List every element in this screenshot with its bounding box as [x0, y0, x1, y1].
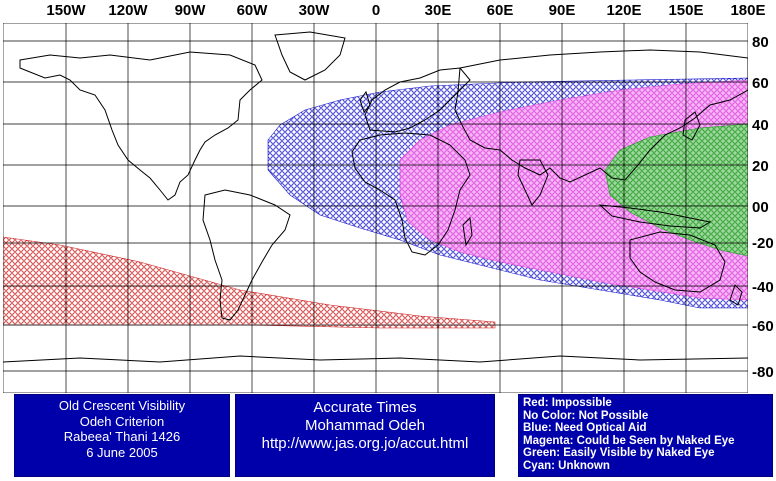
india-outline — [517, 159, 549, 206]
legend-cyan: Cyan: Unknown — [523, 459, 610, 472]
zone-impossible-red — [3, 236, 496, 329]
title-line-2: Odeh Criterion — [79, 413, 165, 429]
lat-label-80: 80 — [752, 34, 769, 51]
lat-label-20: 20 — [752, 158, 769, 175]
legend-green: Green: Easily Visible by Naked Eye — [523, 447, 715, 459]
lon-label-180e: 180E — [730, 2, 765, 19]
lon-label-150e: 150E — [668, 2, 703, 19]
credits-url: http://www.jas.org.jo/accut.html — [261, 435, 469, 452]
title-line-4: 6 June 2005 — [86, 444, 158, 460]
legend-none: No Color: Not Possible — [523, 409, 649, 422]
lon-label-0: 0 — [372, 2, 380, 19]
lon-label-60w: 60W — [237, 2, 269, 19]
legend-magenta: Magenta: Could be Seen by Naked Eye — [523, 434, 735, 447]
lon-label-150w: 150W — [46, 2, 86, 19]
lat-label-minus20: -20 — [752, 235, 774, 252]
lat-label-40: 40 — [752, 117, 769, 134]
north-america-outline — [19, 51, 263, 201]
info-box-credits: Accurate Times Mohammad Odeh http://www.… — [235, 394, 495, 477]
japan-outline — [682, 111, 701, 141]
uk-outline — [359, 90, 371, 113]
credits-line-1: Accurate Times — [313, 399, 417, 416]
longitude-labels: 150W 120W 90W 60W 30W 0 30E 60E 90E 120E… — [46, 2, 765, 19]
coastlines — [3, 31, 748, 363]
graticule — [3, 23, 748, 393]
zone-easily-visible-green — [604, 123, 748, 257]
asia-outline — [454, 49, 748, 183]
indonesia-outline — [598, 204, 712, 229]
lat-label-minus60: -60 — [752, 318, 774, 335]
title-line-1: Old Crescent Visibility — [58, 398, 186, 413]
madagascar-outline — [462, 216, 473, 247]
lon-label-90e: 90E — [549, 2, 576, 19]
new-zealand-outline — [729, 284, 743, 306]
lat-label-60: 60 — [752, 75, 769, 92]
lat-label-minus80: -80 — [752, 364, 774, 381]
credits-line-2: Mohammad Odeh — [304, 417, 426, 434]
legend-red: Red: Impossible — [523, 397, 612, 409]
latitude-labels: 80 60 40 20 00 -20 -40 -60 -80 — [752, 34, 774, 381]
title-line-3: Rabeea' Thani 1426 — [63, 429, 181, 444]
greenland-outline — [274, 31, 346, 81]
info-box-title: Old Crescent Visibility Odeh Criterion R… — [14, 394, 230, 477]
lon-label-90w: 90W — [175, 2, 207, 19]
lon-label-120w: 120W — [108, 2, 148, 19]
lon-label-30w: 30W — [299, 2, 331, 19]
legend-box: Red: Impossible No Color: Not Possible B… — [518, 394, 773, 477]
lat-label-minus40: -40 — [752, 279, 774, 296]
lon-label-60e: 60E — [487, 2, 514, 19]
lon-label-30e: 30E — [425, 2, 452, 19]
lon-label-120e: 120E — [606, 2, 641, 19]
antarctica-outline — [3, 355, 748, 363]
lat-label-00: 00 — [752, 199, 769, 216]
south-america-outline — [202, 189, 291, 321]
legend-blue: Blue: Need Optical Aid — [523, 422, 647, 434]
